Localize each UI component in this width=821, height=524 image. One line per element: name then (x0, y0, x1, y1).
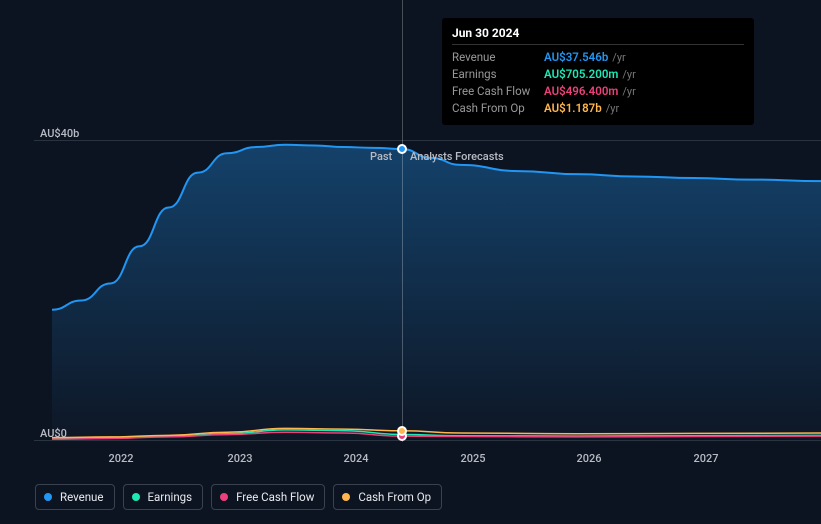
past-label: Past (370, 150, 392, 163)
chart-legend: Revenue Earnings Free Cash Flow Cash From O… (35, 484, 442, 510)
marker-cfo (397, 426, 407, 436)
past-forecast-divider (402, 0, 403, 442)
tooltip-row-unit: /yr (622, 83, 635, 100)
tooltip-row: RevenueAU$37.546b/yr (452, 49, 744, 66)
x-axis-label: 2023 (227, 452, 252, 465)
marker-revenue (397, 144, 407, 154)
x-axis-label: 2027 (693, 452, 718, 465)
legend-item-fcf[interactable]: Free Cash Flow (211, 484, 325, 510)
financial-chart: Past Analysts Forecasts AU$40b AU$0 2022 2… (17, 0, 805, 524)
tooltip-row-value: AU$37.546b (544, 49, 608, 66)
tooltip-row-unit: /yr (612, 49, 625, 66)
legend-label: Earnings (148, 490, 193, 504)
legend-label: Free Cash Flow (236, 490, 314, 504)
legend-item-revenue[interactable]: Revenue (35, 484, 115, 510)
tooltip-row-value: AU$496.400m (544, 83, 618, 100)
tooltip-row-label: Free Cash Flow (452, 83, 544, 100)
tooltip-row-label: Revenue (452, 49, 544, 66)
tooltip-row-value: AU$705.200m (544, 66, 618, 83)
legend-dot (220, 493, 228, 501)
tooltip-row: EarningsAU$705.200m/yr (452, 66, 744, 83)
tooltip-row-unit: /yr (622, 66, 635, 83)
y-axis-label: AU$40b (40, 127, 79, 140)
x-axis-label: 2026 (576, 452, 601, 465)
legend-label: Cash From Op (358, 490, 431, 504)
tooltip-row-label: Cash From Op (452, 100, 544, 117)
legend-dot (44, 493, 52, 501)
x-axis-label: 2024 (343, 452, 368, 465)
x-axis-label: 2022 (108, 452, 133, 465)
legend-dot (132, 493, 140, 501)
tooltip-row-label: Earnings (452, 66, 544, 83)
tooltip-row: Cash From OpAU$1.187b/yr (452, 100, 744, 117)
tooltip-row-unit: /yr (606, 100, 619, 117)
tooltip-row: Free Cash FlowAU$496.400m/yr (452, 83, 744, 100)
tooltip-row-value: AU$1.187b (544, 100, 602, 117)
legend-item-cfo[interactable]: Cash From Op (333, 484, 442, 510)
x-axis-label: 2025 (460, 452, 485, 465)
forecast-label: Analysts Forecasts (410, 150, 504, 163)
y-axis-label: AU$0 (40, 427, 67, 440)
tooltip-date: Jun 30 2024 (452, 26, 744, 45)
legend-item-earnings[interactable]: Earnings (123, 484, 204, 510)
legend-dot (342, 493, 350, 501)
chart-tooltip: Jun 30 2024 RevenueAU$37.546b/yrEarnings… (442, 18, 754, 125)
legend-label: Revenue (60, 490, 104, 504)
